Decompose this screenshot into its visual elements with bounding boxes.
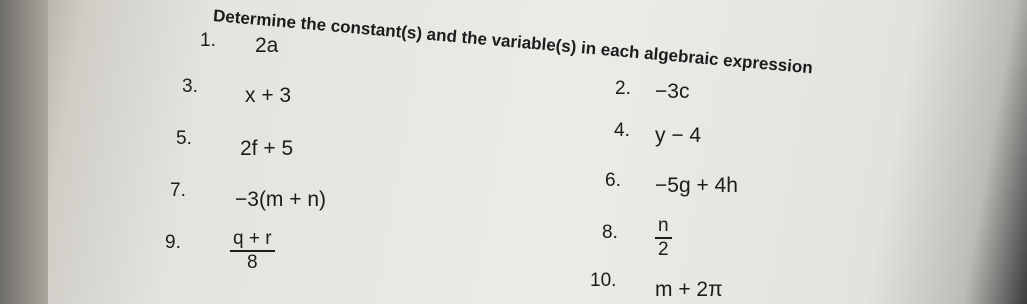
heading: Determine the constant(s) and the variab… [212, 6, 814, 78]
denominator: 2 [658, 239, 669, 260]
item-number: 9. [165, 232, 181, 253]
item-number: 1. [200, 30, 216, 51]
denominator: 8 [246, 252, 258, 273]
expression: −3c [655, 80, 690, 103]
item-number: 5. [176, 128, 192, 149]
page-edge [0, 0, 48, 304]
item-number: 8. [602, 222, 618, 243]
expression: −5g + 4h [655, 174, 738, 197]
expression: 2a [255, 34, 279, 57]
numerator: q + r [230, 228, 275, 252]
expression: y − 4 [655, 124, 702, 147]
numerator: n [655, 215, 672, 239]
expression: m + 2π [655, 278, 723, 301]
expression: x + 3 [245, 84, 292, 107]
item-number: 3. [182, 76, 198, 97]
expression: 2f + 5 [240, 137, 294, 160]
expression: −3(m + n) [235, 188, 327, 211]
item-number: 7. [170, 180, 186, 201]
item-number: 2. [615, 78, 631, 99]
item-number: 10. [590, 270, 617, 291]
item-number: 6. [605, 170, 621, 191]
item-number: 4. [614, 120, 630, 141]
